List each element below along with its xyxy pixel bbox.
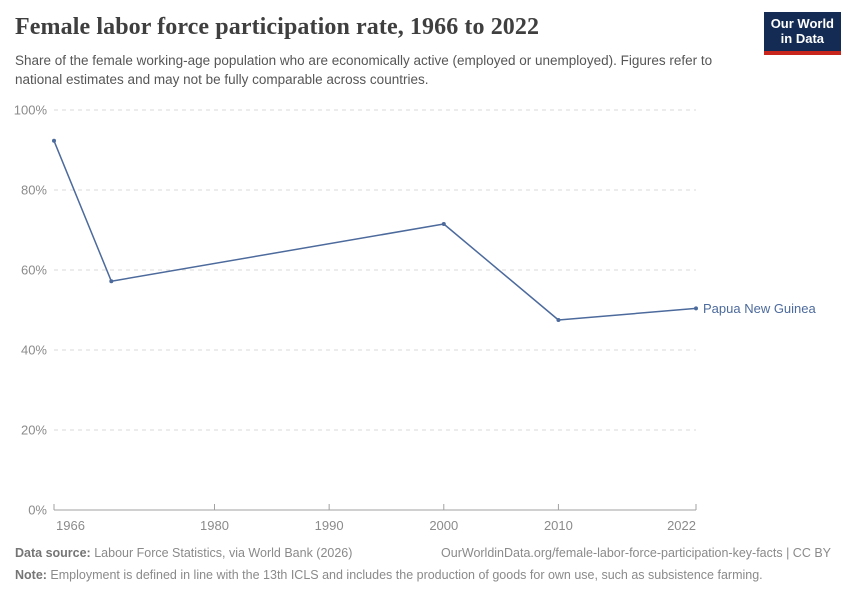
owid-logo-line2: in Data [780, 30, 825, 46]
data-point-marker[interactable] [109, 279, 114, 284]
y-tick-label: 40% [21, 343, 47, 358]
owid-logo[interactable]: Our World in Data [763, 12, 841, 55]
y-tick-label: 80% [21, 183, 47, 198]
chart-note: Note: Employment is defined in line with… [15, 567, 831, 584]
chart-footer: Data source: Labour Force Statistics, vi… [15, 545, 831, 584]
x-tick-label: 1990 [315, 518, 344, 533]
note-label: Note: [15, 567, 47, 582]
x-tick-label: 2010 [544, 518, 573, 533]
data-source-label: Data source: [15, 546, 91, 560]
data-point-marker[interactable] [441, 222, 446, 226]
y-tick-label: 0% [28, 503, 47, 518]
y-tick-label: 100% [14, 103, 48, 118]
y-tick-label: 20% [21, 423, 47, 438]
data-source: Data source: Labour Force Statistics, vi… [15, 545, 352, 562]
x-tick-label: 2000 [429, 518, 458, 533]
x-tick-label: 2022 [667, 518, 696, 533]
data-point-marker[interactable] [556, 318, 561, 322]
x-tick-label: 1966 [56, 518, 85, 533]
citation-link[interactable]: OurWorldinData.org/female-labor-force-pa… [441, 546, 831, 560]
data-line[interactable] [53, 140, 697, 321]
page-title: Female labor force participation rate, 1… [15, 14, 540, 40]
data-source-text: Labour Force Statistics, via World Bank … [90, 546, 353, 560]
line-chart[interactable]: 0% 20% 40% 60% 80% 100% 1966 1980 1990 2000 2010 20… [0, 95, 850, 545]
chart-subtitle: Share of the female working-age populati… [15, 53, 713, 88]
note-text: Employment is defined in line with the 1… [46, 567, 763, 582]
owid-logo-line1: Our World [770, 16, 834, 31]
data-point-marker[interactable] [694, 306, 698, 311]
x-tick-label: 1980 [200, 518, 229, 533]
y-tick-label: 60% [21, 263, 47, 278]
series-label[interactable]: Papua New Guinea [703, 301, 817, 316]
data-point-marker[interactable] [52, 138, 56, 143]
